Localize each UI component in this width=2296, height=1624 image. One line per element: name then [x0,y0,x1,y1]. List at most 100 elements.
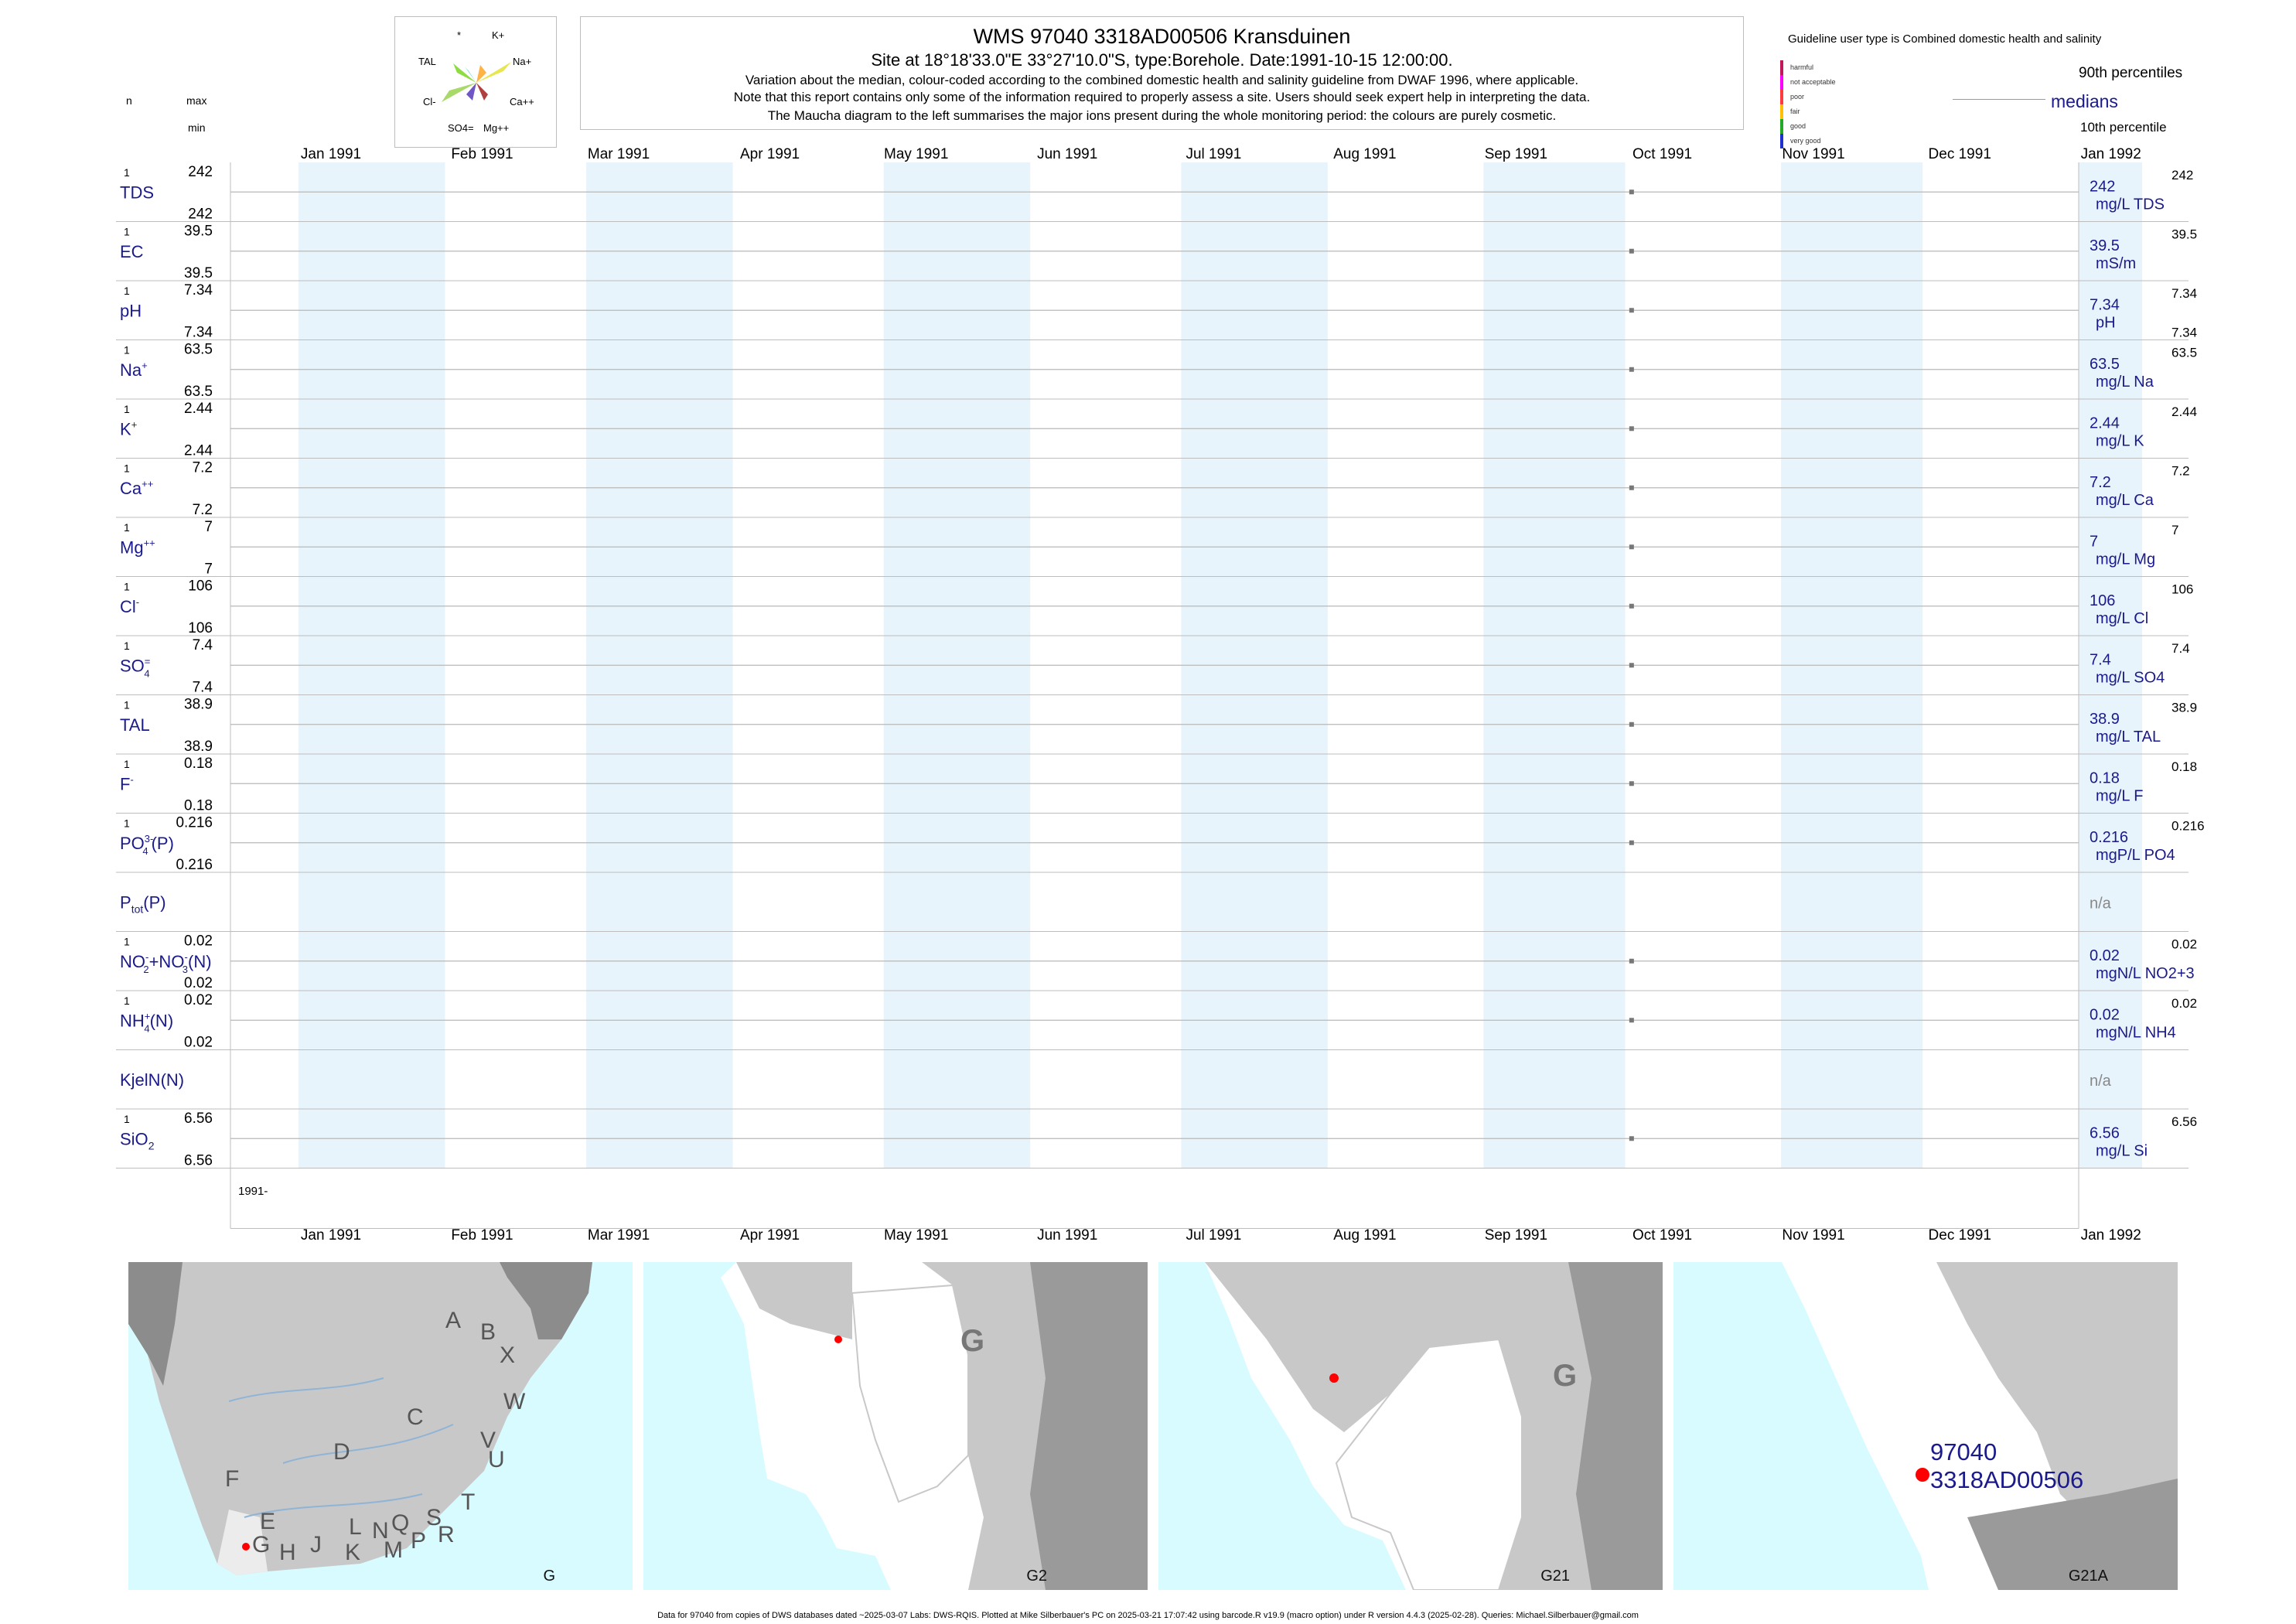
year-label: 1991- [238,1185,268,1198]
map-letter-P: P [411,1528,426,1554]
row-min-8: 7.4 [193,680,213,696]
row-median-1: 39.5 [2090,237,2120,254]
maucha-sector-k [476,65,486,83]
map-site-code: 3318AD00506 [1930,1466,2084,1493]
map-letter-C: C [407,1404,424,1430]
row-unit-0: mg/L TDS [2096,196,2165,213]
data-point-14 [1629,1018,1634,1023]
maucha-sector-cl [442,83,476,102]
map-g2-region-letter: G [960,1324,984,1358]
guideline-level-label-0: harmful [1790,63,1814,71]
top-tick-label-5: Jun 1991 [1037,146,1097,162]
map-g21a-svg [1782,1262,2178,1590]
top-tick-label-3: Apr 1991 [740,146,800,162]
row-right-top-7: 106 [2171,582,2193,597]
legend-p90: 90th percentiles [2079,65,2183,81]
row-unit-8: mg/L SO4 [2096,669,2165,686]
row-min-3: 63.5 [184,384,213,400]
footer-note: Data for 97040 from copies of DWS databa… [657,1611,1639,1620]
data-point-7 [1629,603,1634,609]
row-right-top-5: 7.2 [2171,464,2190,479]
bottom-tick-label-0: Jan 1991 [301,1227,361,1244]
map-g2-catchment [851,1284,969,1503]
map-g2-north [736,1262,852,1339]
row-right-top-11: 0.216 [2171,819,2205,834]
map-letter-R: R [438,1522,455,1547]
map-site-id: 97040 [1930,1438,1997,1465]
note-line-1: Variation about the median, colour-coded… [745,73,1579,87]
maucha-svg: * K+ TAL Na+ Cl- Ca++ SO4= Mg++ [418,29,534,134]
row-median-12: n/a [2090,895,2112,912]
header-min: min [188,121,206,134]
maucha-sector-mg [466,83,476,101]
map-g21-other [1205,1262,1663,1590]
row-n-1: 1 [124,226,130,238]
bottom-tick-label-4: May 1991 [884,1227,948,1244]
bottom-tick-label-6: Jul 1991 [1186,1227,1241,1244]
title-block: WMS 97040 3318AD00506 Kransduinen Site a… [580,16,1744,130]
row-median-3: 63.5 [2090,356,2120,373]
row-median-10: 0.18 [2090,769,2120,786]
row-unit-11: mgP/L PO4 [2096,847,2175,864]
row-right-bottom-2: 7.34 [2171,326,2197,340]
row-unit-1: mS/m [2096,255,2136,272]
row-unit-5: mg/L Ca [2096,492,2154,509]
row-right-top-6: 7 [2171,523,2178,537]
bottom-tick-label-12: Jan 1992 [2081,1227,2141,1244]
row-min-5: 7.2 [193,502,213,518]
page-title: WMS 97040 3318AD00506 Kransduinen [973,25,1351,48]
map-letter-A: A [445,1308,461,1333]
series-label-11: PO3-4 (P) [120,833,174,857]
row-median-0: 242 [2090,178,2115,195]
row-median-2: 7.34 [2090,296,2120,313]
row-n-5: 1 [124,462,130,475]
series-label-1: EC [120,242,144,261]
maucha-sector-so4 [465,67,476,83]
guideline-level-label-3: fair [1790,107,1800,115]
row-n-0: 1 [124,166,130,179]
map-g-site-marker [242,1543,250,1551]
map-g21a-dark [1967,1479,2178,1590]
map-g2-svg: G [721,1262,1148,1590]
row-unit-16: mg/L Si [2096,1142,2148,1159]
map-g-rivers [228,1377,454,1518]
guideline-level-label-1: not acceptable [1790,78,1836,86]
row-median-13: 0.02 [2090,947,2120,964]
guideline-level-bar-5 [1780,134,1783,148]
series-label-9: TAL [120,715,150,735]
data-point-1 [1629,248,1634,254]
map-letter-B: B [480,1319,496,1345]
data-point-9 [1629,722,1634,727]
data-point-5 [1629,485,1634,490]
row-max-14: 0.02 [184,992,213,1008]
row-unit-9: mg/L TAL [2096,728,2161,745]
row-right-top-8: 7.4 [2171,641,2190,656]
row-median-15: n/a [2090,1073,2112,1090]
row-n-7: 1 [124,581,130,593]
bottom-tick-label-3: Apr 1991 [740,1227,800,1244]
map-g21-label: G21 [1540,1568,1570,1585]
row-median-8: 7.4 [2090,651,2111,668]
row-max-10: 0.18 [184,756,213,772]
map-g-label: G [543,1568,555,1585]
series-label-10: F- [120,773,134,793]
maucha-label-tal: TAL [418,56,436,67]
row-min-4: 2.44 [184,443,213,459]
row-max-13: 0.02 [184,933,213,950]
map-g21-catchment [1335,1338,1523,1590]
series-label-14: NH+ 4(N) [120,1010,173,1034]
row-right-top-3: 63.5 [2171,346,2197,360]
row-min-9: 38.9 [184,739,213,755]
row-n-2: 1 [124,285,130,297]
map-g-region [217,1510,268,1575]
bottom-tick-label-10: Nov 1991 [1782,1227,1844,1244]
data-point-16 [1629,1136,1634,1141]
map-letter-M: M [384,1537,403,1563]
guideline-level-bar-0 [1780,60,1783,75]
row-min-0: 242 [188,206,213,223]
row-max-7: 106 [188,578,213,595]
data-point-3 [1629,367,1634,372]
bottom-tick-label-7: Aug 1991 [1333,1227,1396,1244]
row-right-top-2: 7.34 [2171,286,2197,301]
